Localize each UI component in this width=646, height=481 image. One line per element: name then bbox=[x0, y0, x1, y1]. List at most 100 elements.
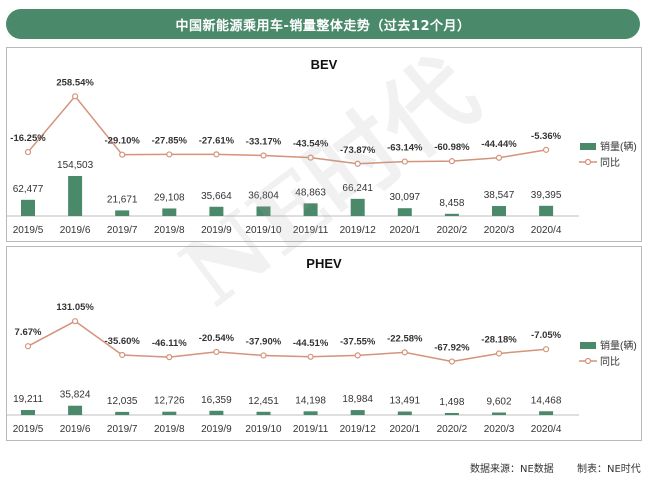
bev-bar bbox=[209, 206, 224, 216]
bev-yoy-point bbox=[119, 151, 126, 158]
bev-bar-label: 8,458 bbox=[439, 198, 464, 209]
phev-yoy-label: -22.58% bbox=[387, 333, 423, 344]
phev-yoy-label: -67.92% bbox=[434, 343, 470, 354]
chart-title: 中国新能源乘用车-销量整体走势（过去12个月） bbox=[6, 9, 640, 39]
phev-bar-label: 9,602 bbox=[486, 397, 511, 408]
phev-legend-bar-swatch bbox=[580, 342, 596, 349]
bev-x-tick-label: 2020/2 bbox=[437, 225, 468, 236]
phev-bar-label: 1,498 bbox=[439, 397, 464, 408]
phev-yoy-point bbox=[495, 350, 503, 357]
bev-legend-bar-swatch bbox=[580, 143, 596, 150]
phev-bar bbox=[303, 411, 318, 415]
bev-bar-label: 39,395 bbox=[531, 190, 562, 201]
phev-x-tick-label: 2020/4 bbox=[531, 424, 562, 435]
phev-bar bbox=[115, 411, 130, 415]
phev-yoy-label: 7.67% bbox=[15, 327, 42, 338]
phev-x-tick-label: 2019/8 bbox=[154, 424, 185, 435]
bev-bar bbox=[21, 199, 35, 216]
phev-bar-label: 19,211 bbox=[13, 394, 43, 405]
phev-yoy-point bbox=[166, 354, 173, 361]
phev-bar bbox=[350, 410, 365, 415]
bev-yoy-label: -5.36% bbox=[531, 131, 562, 142]
phev-yoy-point bbox=[213, 348, 220, 356]
bev-bar-label: 48,863 bbox=[295, 187, 326, 198]
bev-bar-label: 36,804 bbox=[248, 190, 279, 201]
phev-bar-label: 16,359 bbox=[201, 395, 232, 406]
bev-yoy-label: -44.44% bbox=[481, 139, 517, 150]
bev-x-tick-label: 2020/1 bbox=[390, 225, 421, 236]
bev-bar bbox=[397, 208, 412, 216]
phev-bar-label: 18,984 bbox=[342, 394, 373, 405]
phev-chart: PHEV 19,211 2019/5 35,824 2019/6 12,035 2019/7… bbox=[7, 256, 637, 435]
bev-bar bbox=[68, 176, 83, 216]
bev-bar-label: 30,097 bbox=[390, 192, 421, 203]
phev-yoy-label: -46.11% bbox=[152, 338, 187, 349]
phev-bar-label: 12,035 bbox=[107, 396, 138, 407]
bev-bar bbox=[492, 206, 506, 216]
bev-yoy-point bbox=[542, 146, 550, 153]
phev-bar bbox=[397, 411, 412, 415]
bev-x-tick-label: 2020/4 bbox=[531, 225, 562, 236]
bev-yoy-point bbox=[213, 151, 220, 158]
bev-bar-label: 35,664 bbox=[201, 191, 232, 202]
bev-bar-label: 21,671 bbox=[107, 194, 138, 205]
phev-x-tick-label: 2020/1 bbox=[390, 424, 421, 435]
bev-yoy-label: -29.10% bbox=[105, 136, 141, 147]
bev-chart: BEV 62,477 2019/5 154,503 2019/6 21,671 2019/7… bbox=[7, 57, 637, 236]
bev-legend-line-marker bbox=[584, 158, 592, 166]
bev-bar bbox=[256, 206, 271, 216]
bev-x-tick-label: 2020/3 bbox=[484, 225, 515, 236]
bev-x-tick-label: 2019/5 bbox=[13, 225, 44, 236]
bev-yoy-point bbox=[448, 158, 455, 165]
phev-x-tick-label: 2019/7 bbox=[107, 424, 138, 435]
phev-yoy-label: -37.55% bbox=[340, 336, 376, 347]
phev-yoy-line bbox=[27, 320, 547, 363]
bev-yoy-label: -63.14% bbox=[387, 143, 423, 154]
phev-yoy-label: -7.05% bbox=[531, 330, 562, 341]
phev-yoy-label: -20.54% bbox=[199, 333, 235, 344]
phev-yoy-point bbox=[307, 353, 314, 360]
bev-yoy-label: 258.54% bbox=[56, 77, 94, 88]
phev-panel-title: PHEV bbox=[306, 256, 342, 271]
phev-bar bbox=[68, 405, 83, 415]
phev-yoy-point bbox=[71, 318, 79, 325]
phev-bar-label: 13,491 bbox=[390, 396, 421, 407]
bev-yoy-label: -16.25% bbox=[10, 133, 46, 144]
bev-x-tick-label: 2019/8 bbox=[154, 225, 185, 236]
phev-yoy-point bbox=[401, 349, 408, 356]
bev-yoy-label: -43.54% bbox=[293, 139, 329, 150]
phev-bar bbox=[492, 412, 506, 415]
phev-yoy-label: -28.18% bbox=[481, 334, 517, 345]
phev-yoy-label: 131.05% bbox=[56, 302, 94, 313]
bev-x-tick-label: 2019/10 bbox=[245, 225, 282, 236]
phev-yoy-point bbox=[119, 351, 126, 359]
phev-x-tick-label: 2019/5 bbox=[13, 424, 44, 435]
bev-yoy-point bbox=[354, 160, 361, 167]
phev-x-tick-label: 2019/12 bbox=[340, 424, 377, 435]
phev-bar-label: 12,726 bbox=[154, 396, 185, 407]
phev-legend-line-marker bbox=[584, 357, 592, 365]
bev-x-tick-label: 2019/9 bbox=[201, 225, 232, 236]
bev-x-tick-label: 2019/7 bbox=[107, 225, 138, 236]
bev-yoy-point bbox=[71, 93, 79, 100]
bev-yoy-line bbox=[27, 95, 547, 165]
phev-bar bbox=[256, 411, 271, 415]
phev-bar bbox=[539, 411, 554, 415]
bev-panel-title: BEV bbox=[311, 57, 338, 72]
bev-bar bbox=[350, 198, 365, 216]
bev-yoy-label: -27.85% bbox=[152, 135, 188, 146]
bev-bar-label: 66,241 bbox=[342, 183, 373, 194]
bev-bar-label: 154,503 bbox=[57, 160, 94, 171]
phev-legend-bar-label: 销量(辆) bbox=[600, 339, 637, 352]
phev-bar bbox=[21, 410, 35, 415]
bev-yoy-point bbox=[24, 148, 32, 156]
bev-bar bbox=[162, 208, 177, 216]
bev-bar bbox=[539, 205, 554, 216]
bev-yoy-point bbox=[307, 154, 314, 161]
bev-x-tick-label: 2019/6 bbox=[60, 225, 91, 236]
phev-chart-panel: PHEV 19,211 2019/5 35,824 2019/6 12,035 2019/7… bbox=[6, 246, 642, 441]
phev-yoy-point bbox=[24, 343, 32, 350]
phev-yoy-label: -35.60% bbox=[105, 336, 141, 347]
bev-yoy-point bbox=[260, 152, 267, 159]
bev-yoy-label: -60.98% bbox=[434, 142, 470, 153]
